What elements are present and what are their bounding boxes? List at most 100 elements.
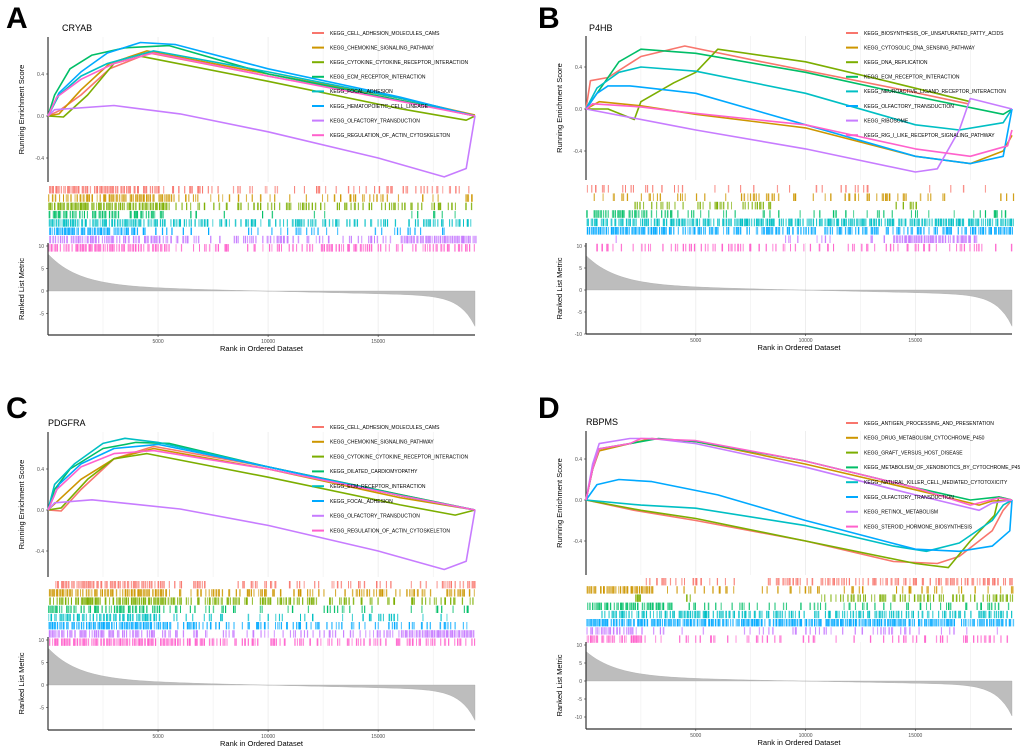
hit-tick: [771, 227, 774, 235]
hit-tick: [860, 243, 863, 252]
hit-tick: [253, 202, 255, 211]
hit-tick: [871, 594, 873, 602]
hit-tick: [942, 619, 944, 627]
hit-tick: [469, 235, 471, 244]
hit-tick: [978, 610, 980, 619]
hit-tick: [200, 638, 202, 646]
hit-tick: [422, 235, 424, 244]
hit-tick: [426, 235, 429, 244]
hit-tick: [169, 622, 172, 630]
hit-tick: [91, 194, 93, 202]
hit-tick: [168, 194, 171, 202]
hit-tick: [689, 610, 692, 619]
hit-tick: [124, 194, 126, 202]
hit-tick: [278, 235, 280, 244]
hit-tick: [64, 186, 66, 194]
hit-tick: [819, 210, 821, 218]
hit-tick: [368, 638, 370, 646]
hit-tick: [630, 602, 632, 610]
hit-tick: [120, 186, 122, 194]
hit-tick: [81, 202, 83, 211]
hit-tick: [159, 235, 161, 244]
hit-tick: [939, 218, 942, 227]
hit-tick: [96, 605, 99, 613]
hit-tick: [841, 619, 844, 627]
hit-tick: [392, 630, 394, 638]
hit-tick: [473, 244, 475, 252]
hit-tick: [914, 218, 916, 227]
hit-tick: [474, 581, 476, 589]
legend-label: KEGG_CYTOKINE_CYTOKINE_RECEPTOR_INTERACT…: [330, 60, 468, 66]
hit-tick: [767, 610, 770, 619]
hit-tick: [965, 602, 967, 610]
hit-tick: [421, 622, 423, 630]
hit-tick: [247, 613, 250, 622]
hit-tick: [927, 235, 929, 243]
hit-tick: [125, 194, 127, 202]
metric-tick-label: 5: [41, 266, 44, 272]
hit-tick: [59, 605, 61, 613]
hit-tick: [595, 586, 597, 594]
hit-tick: [728, 227, 730, 235]
hit-tick: [1001, 210, 1003, 218]
hit-tick: [114, 638, 116, 646]
hit-tick: [303, 219, 305, 227]
hit-tick: [472, 630, 474, 638]
hit-tick: [156, 235, 158, 244]
hit-tick: [358, 581, 360, 589]
hit-tick: [645, 586, 647, 594]
hit-tick: [753, 193, 755, 201]
hit-tick: [146, 235, 149, 244]
panel-letter: C: [6, 392, 28, 425]
hit-tick: [450, 581, 453, 589]
hit-tick: [699, 610, 701, 619]
hit-tick: [139, 194, 141, 202]
hit-tick: [995, 594, 998, 602]
hit-tick: [139, 589, 141, 597]
hit-tick: [136, 605, 138, 613]
hit-tick: [695, 193, 698, 201]
hit-tick: [643, 201, 645, 210]
hit-tick: [105, 597, 107, 605]
hit-tick: [69, 589, 72, 597]
hit-tick: [819, 243, 821, 252]
hit-tick: [366, 589, 368, 597]
hit-tick: [449, 589, 451, 597]
hit-tick: [143, 219, 145, 227]
hit-tick: [602, 227, 604, 235]
hit-tick: [385, 589, 388, 597]
hit-tick: [376, 589, 378, 597]
hit-tick: [809, 619, 811, 627]
hit-tick: [239, 186, 241, 194]
hit-tick: [591, 635, 593, 643]
hit-tick: [69, 219, 72, 227]
hit-tick: [86, 210, 88, 219]
hit-tick: [306, 597, 309, 605]
hit-tick: [998, 610, 1000, 619]
hit-tick: [648, 243, 649, 252]
hit-tick: [463, 235, 465, 244]
hit-tick: [947, 235, 949, 243]
hit-tick: [225, 219, 228, 227]
hit-tick: [222, 597, 223, 605]
hit-tick: [941, 619, 943, 627]
hit-tick: [375, 638, 377, 646]
hit-tick: [220, 597, 222, 605]
hit-tick: [977, 619, 979, 627]
hit-tick: [710, 619, 712, 627]
hit-tick: [641, 210, 643, 218]
hit-tick: [665, 227, 667, 235]
hit-tick: [129, 219, 131, 227]
hit-tick: [712, 610, 714, 619]
hit-tick: [183, 622, 185, 630]
hit-tick: [423, 630, 425, 638]
hit-tick: [85, 630, 87, 638]
hit-tick: [419, 235, 422, 244]
hit-tick: [758, 627, 761, 635]
hit-tick: [942, 235, 944, 243]
hit-tick: [684, 227, 686, 235]
hit-tick: [155, 613, 158, 622]
hit-tick: [54, 638, 56, 646]
hit-tick: [654, 227, 657, 235]
hit-tick: [275, 581, 277, 589]
